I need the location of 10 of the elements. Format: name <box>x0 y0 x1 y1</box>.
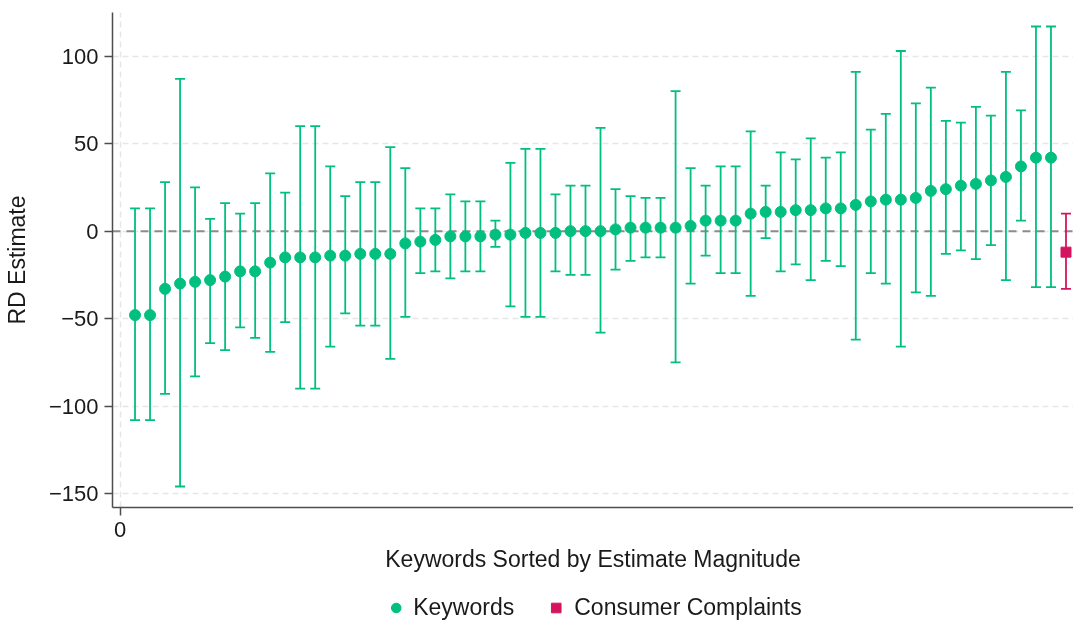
y-tick-label: −50 <box>61 306 99 332</box>
y-tick-label: 0 <box>86 218 99 244</box>
y-axis-title: RD Estimate <box>3 195 30 325</box>
legend-label: Consumer Complaints <box>574 593 802 621</box>
y-tick-label: −100 <box>48 393 99 419</box>
y-tick-label: −150 <box>48 481 99 507</box>
y-tick-label: 50 <box>74 131 99 157</box>
x-axis-title: Keywords Sorted by Estimate Magnitude <box>385 545 801 572</box>
legend-label: Keywords <box>413 593 515 621</box>
y-tick-label: 100 <box>61 43 99 69</box>
